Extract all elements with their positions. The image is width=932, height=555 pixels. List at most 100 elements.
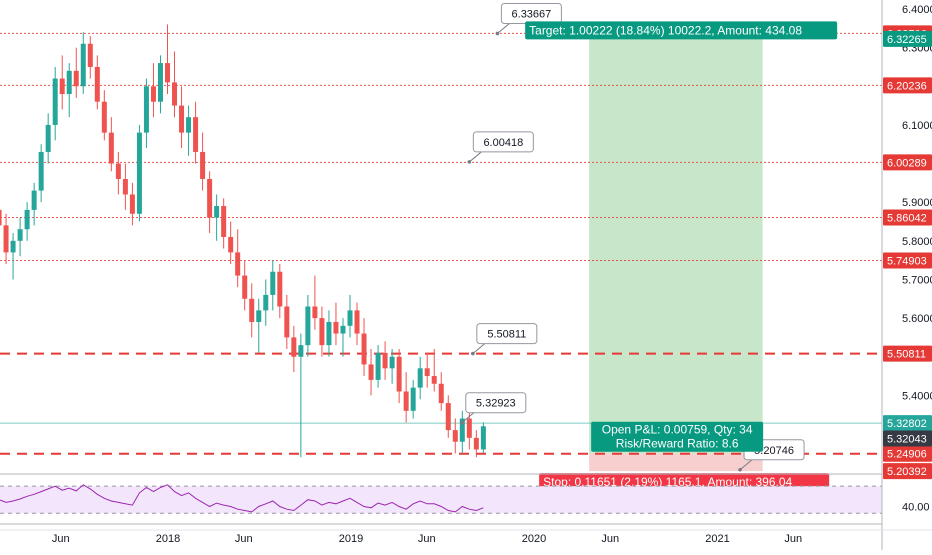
target-zone[interactable]	[589, 33, 763, 454]
candle-body-65[interactable]	[438, 383, 444, 404]
level-tag-6-box	[883, 345, 932, 362]
candle-body-59[interactable]	[396, 356, 402, 392]
x-tick-label-8: Jun	[784, 533, 802, 545]
level-tag-8-box	[883, 463, 932, 480]
candle-body-62[interactable]	[417, 368, 423, 388]
y-tick-label-0: 6.40000	[902, 4, 932, 16]
candle-body-70[interactable]	[473, 437, 479, 450]
candle-body-39[interactable]	[256, 310, 262, 322]
rsi-band	[0, 486, 882, 514]
pnl-label-box	[591, 421, 764, 452]
candle-body-28[interactable]	[179, 105, 185, 133]
candle-body-40[interactable]	[263, 294, 269, 311]
candle-body-6[interactable]	[24, 209, 30, 230]
candle-body-32[interactable]	[207, 179, 213, 218]
stop-zone[interactable]	[589, 453, 763, 472]
x-tick-label-3: 2019	[339, 533, 363, 545]
candle-body-58[interactable]	[389, 356, 395, 369]
level-tag-4: 5.86042	[887, 212, 927, 224]
candle-body-24[interactable]	[150, 86, 156, 102]
callout-label-0: 6.33667	[512, 8, 552, 20]
candle-body-30[interactable]	[193, 117, 199, 152]
stop-label: Stop: 0.11651 (2.19%) 1165.1, Amount: 39…	[543, 475, 792, 489]
candle-body-22[interactable]	[136, 132, 142, 214]
callout-box-1[interactable]	[472, 131, 534, 153]
candle-body-26[interactable]	[164, 63, 170, 83]
candle-body-60[interactable]	[403, 391, 409, 411]
candle-body-68[interactable]	[459, 418, 465, 442]
candle-body-64[interactable]	[431, 376, 437, 384]
candle-body-18[interactable]	[108, 132, 114, 164]
candle-body-61[interactable]	[410, 387, 416, 411]
candle-body-27[interactable]	[172, 82, 178, 106]
candle-body-8[interactable]	[38, 151, 44, 191]
candle-body-2[interactable]	[0, 209, 2, 226]
candle-body-3[interactable]	[3, 225, 9, 253]
callout-box-3[interactable]	[465, 392, 527, 414]
candle-body-69[interactable]	[466, 418, 472, 438]
candle-body-10[interactable]	[52, 78, 58, 125]
candle-body-35[interactable]	[228, 236, 234, 253]
candle-body-63[interactable]	[424, 368, 430, 377]
candle-body-42[interactable]	[277, 271, 283, 307]
candle-body-47[interactable]	[312, 306, 318, 319]
candle-body-36[interactable]	[235, 252, 241, 276]
candle-body-49[interactable]	[326, 321, 332, 346]
x-tick-label-7: 2021	[705, 533, 729, 545]
candle-body-52[interactable]	[347, 310, 353, 326]
candle-body-55[interactable]	[368, 364, 374, 380]
candle-body-7[interactable]	[31, 190, 37, 210]
candle-body-13[interactable]	[73, 70, 79, 87]
level-tag-5-box	[883, 252, 932, 269]
candle-body-50[interactable]	[333, 321, 339, 334]
callout-anchor-0	[495, 31, 500, 36]
candle-body-14[interactable]	[80, 43, 86, 87]
candle-body-23[interactable]	[143, 86, 149, 133]
candle-body-34[interactable]	[221, 206, 227, 237]
candle-body-41[interactable]	[270, 271, 276, 295]
candle-body-38[interactable]	[249, 298, 255, 322]
y-tick-label-10: 5.40000	[902, 390, 932, 402]
candle-body-57[interactable]	[382, 352, 388, 369]
level-tag-2-box	[883, 77, 932, 94]
candle-body-46[interactable]	[305, 306, 311, 346]
candle-body-71[interactable]	[480, 426, 486, 450]
candle-body-16[interactable]	[94, 66, 100, 102]
candle-body-44[interactable]	[291, 337, 297, 357]
candle-body-21[interactable]	[129, 194, 135, 214]
candle-body-37[interactable]	[242, 275, 248, 299]
last-price-tag: 5.32043	[887, 433, 927, 445]
candle-body-54[interactable]	[361, 333, 367, 365]
candle-body-66[interactable]	[445, 403, 451, 431]
level-tag-2: 6.20236	[887, 80, 927, 92]
candle-body-33[interactable]	[214, 206, 220, 218]
candle-body-29[interactable]	[186, 117, 192, 133]
candle-body-12[interactable]	[66, 70, 72, 94]
level-tag-8: 5.20392	[887, 466, 927, 478]
candle-body-67[interactable]	[452, 430, 458, 442]
candle-body-15[interactable]	[87, 43, 93, 67]
candle-body-51[interactable]	[340, 325, 346, 334]
candle-body-17[interactable]	[101, 101, 107, 133]
candle-body-48[interactable]	[319, 318, 325, 346]
candle-body-5[interactable]	[17, 229, 23, 241]
candle-body-56[interactable]	[375, 352, 381, 380]
candle-body-31[interactable]	[200, 151, 206, 179]
candle-body-20[interactable]	[122, 179, 128, 195]
candle-body-9[interactable]	[45, 124, 51, 152]
candle-body-53[interactable]	[354, 310, 360, 334]
candle-body-43[interactable]	[284, 306, 290, 338]
callout-box-2[interactable]	[476, 323, 538, 345]
callout-label-1: 6.00418	[483, 137, 523, 149]
candle-body-11[interactable]	[59, 78, 65, 94]
candle-body-4[interactable]	[10, 240, 16, 253]
candle-body-25[interactable]	[157, 63, 163, 102]
candle-body-19[interactable]	[115, 163, 121, 179]
current-price-tag-box	[883, 415, 932, 432]
rsi-line[interactable]	[0, 484, 484, 513]
x-tick-label-4: Jun	[418, 533, 436, 545]
candle-body-45[interactable]	[298, 345, 304, 357]
callout-anchor-3	[460, 420, 464, 425]
